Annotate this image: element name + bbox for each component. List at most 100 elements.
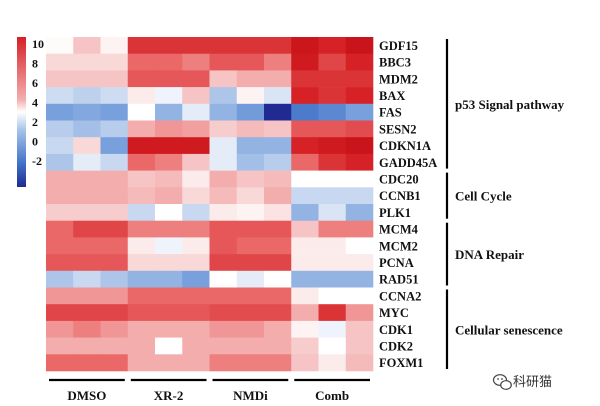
heatmap-cell-cdkn1a-5 xyxy=(155,137,183,155)
heatmap-cell-foxm1-8 xyxy=(236,354,265,372)
heatmap-cell-gdf15-8 xyxy=(236,37,265,54)
heatmap-cell-ccnb1-10 xyxy=(291,187,319,205)
heatmap-cell-gadd45a-6 xyxy=(182,153,210,171)
heatmap-cell-cdkn1a-11 xyxy=(318,137,347,155)
heatmap-cell-sesn2-9 xyxy=(264,120,292,138)
heatmap-cell-cdk1-6 xyxy=(182,320,210,338)
heatmap-cell-cdc20-1 xyxy=(46,170,74,188)
heatmap-cell-fas-4 xyxy=(127,103,156,121)
heatmap-cell-cdk1-3 xyxy=(100,320,129,338)
heatmap-cell-mcm2-12 xyxy=(345,237,374,255)
heatmap-cell-mcm4-4 xyxy=(127,220,156,238)
heatmap-cell-gdf15-4 xyxy=(127,37,156,54)
group-annotations: DMSO XR-2 NMDi Comb xyxy=(49,378,370,403)
heatmap-cell-mcm4-5 xyxy=(155,220,183,238)
heatmap-cell-bax-8 xyxy=(236,87,265,105)
heatmap-cell-mdm2-9 xyxy=(264,70,292,88)
heatmap-cell-myc-5 xyxy=(155,304,183,322)
heatmap-cell-bbc3-2 xyxy=(73,53,101,71)
heatmap-cell-mcm2-6 xyxy=(182,237,210,255)
heatmap-cell-mdm2-4 xyxy=(127,70,156,88)
heatmap-cell-gdf15-12 xyxy=(345,37,374,54)
pathway-label: DNA Repair xyxy=(455,247,524,262)
heatmap-cell-mcm2-3 xyxy=(100,237,129,255)
heatmap-cell-gdf15-10 xyxy=(291,37,319,54)
heatmap-cell-rad51-5 xyxy=(155,270,183,288)
gene-label-ccnb1: CCNB1 xyxy=(379,189,421,203)
heatmap-cell-cdkn1a-7 xyxy=(209,137,238,155)
heatmap-cell-cdkn1a-10 xyxy=(291,137,319,155)
heatmap-cell-myc-8 xyxy=(236,304,265,322)
heatmap-cell-plk1-3 xyxy=(100,204,129,221)
heatmap-cell-foxm1-10 xyxy=(291,354,319,372)
heatmap-cell-gadd45a-2 xyxy=(73,153,101,171)
heatmap-cell-bbc3-3 xyxy=(100,53,129,71)
heatmap-cell-myc-3 xyxy=(100,304,129,322)
pathway-label: Cellular senescence xyxy=(455,322,563,337)
heatmap-cell-gadd45a-5 xyxy=(155,153,183,171)
heatmap-cell-cdc20-9 xyxy=(264,170,292,188)
heatmap-cell-rad51-9 xyxy=(264,270,292,288)
heatmap-cell-pcna-6 xyxy=(182,254,210,272)
gene-label-rad51: RAD51 xyxy=(379,273,419,287)
heatmap-cell-mcm2-5 xyxy=(155,237,183,255)
heatmap-cell-plk1-2 xyxy=(73,204,101,221)
heatmap-cell-bax-2 xyxy=(73,87,101,105)
heatmap-cell-fas-11 xyxy=(318,103,347,121)
heatmap-cell-cdkn1a-8 xyxy=(236,137,265,155)
heatmap-cell-fas-6 xyxy=(182,103,210,121)
heatmap-cell-ccna2-12 xyxy=(345,287,374,305)
heatmap-cell-gdf15-2 xyxy=(73,37,101,54)
group-label-xr-2: XR-2 xyxy=(154,388,184,403)
heatmap-cell-pcna-2 xyxy=(73,254,101,272)
heatmap-cell-gadd45a-8 xyxy=(236,153,265,171)
heatmap-cell-plk1-1 xyxy=(46,204,74,221)
heatmap-cell-myc-6 xyxy=(182,304,210,322)
heatmap-cell-ccnb1-4 xyxy=(127,187,156,205)
heatmap-cell-mcm2-4 xyxy=(127,237,156,255)
heatmap-cell-mdm2-12 xyxy=(345,70,374,88)
heatmap-cell-cdc20-10 xyxy=(291,170,319,188)
heatmap-cell-mcm2-9 xyxy=(264,237,292,255)
heatmap-cell-fas-3 xyxy=(100,103,129,121)
colorbar: 10 8 6 4 2 0 -2 xyxy=(17,37,44,187)
heatmap-cell-gdf15-5 xyxy=(155,37,183,54)
heatmap-cell-cdc20-3 xyxy=(100,170,129,188)
watermark-text: 科研猫 xyxy=(513,375,552,390)
gene-label-sesn2: SESN2 xyxy=(379,122,417,136)
heatmap-cell-rad51-6 xyxy=(182,270,210,288)
heatmap-cell-sesn2-8 xyxy=(236,120,265,138)
heatmap-cell-cdk2-4 xyxy=(127,337,156,355)
heatmap-cell-pcna-12 xyxy=(345,254,374,272)
heatmap-cell-mcm2-8 xyxy=(236,237,265,255)
heatmap-cell-rad51-8 xyxy=(236,270,265,288)
colorbar-tick-label: 8 xyxy=(32,57,38,71)
heatmap-cell-gadd45a-4 xyxy=(127,153,156,171)
heatmap-cell-gadd45a-10 xyxy=(291,153,319,171)
colorbar-gradient xyxy=(17,37,26,187)
heatmap-cell-mcm4-6 xyxy=(182,220,210,238)
heatmap-cell-plk1-10 xyxy=(291,204,319,221)
colorbar-tick-label: -2 xyxy=(32,154,42,168)
heatmap-cell-sesn2-11 xyxy=(318,120,347,138)
heatmap-cell-cdc20-4 xyxy=(127,170,156,188)
heatmap-cell-cdk2-3 xyxy=(100,337,129,355)
heatmap-cell-bbc3-8 xyxy=(236,53,265,71)
group-label-dmso: DMSO xyxy=(67,388,106,403)
heatmap-cell-cdk2-7 xyxy=(209,337,238,355)
heatmap-cell-pcna-4 xyxy=(127,254,156,272)
heatmap-cell-bax-11 xyxy=(318,87,347,105)
heatmap-cell-mcm4-12 xyxy=(345,220,374,238)
heatmap-cell-sesn2-12 xyxy=(345,120,374,138)
heatmap-cell-bbc3-12 xyxy=(345,53,374,71)
heatmap-cell-cdk2-5 xyxy=(155,337,183,355)
heatmap-cell-bbc3-4 xyxy=(127,53,156,71)
heatmap-cell-foxm1-6 xyxy=(182,354,210,372)
heatmap-cell-cdk1-9 xyxy=(264,320,292,338)
heatmap-cell-mdm2-5 xyxy=(155,70,183,88)
heatmap-cell-plk1-7 xyxy=(209,204,238,221)
gene-label-ccna2: CCNA2 xyxy=(379,289,421,303)
heatmap-cell-ccnb1-5 xyxy=(155,187,183,205)
heatmap-cell-bax-5 xyxy=(155,87,183,105)
